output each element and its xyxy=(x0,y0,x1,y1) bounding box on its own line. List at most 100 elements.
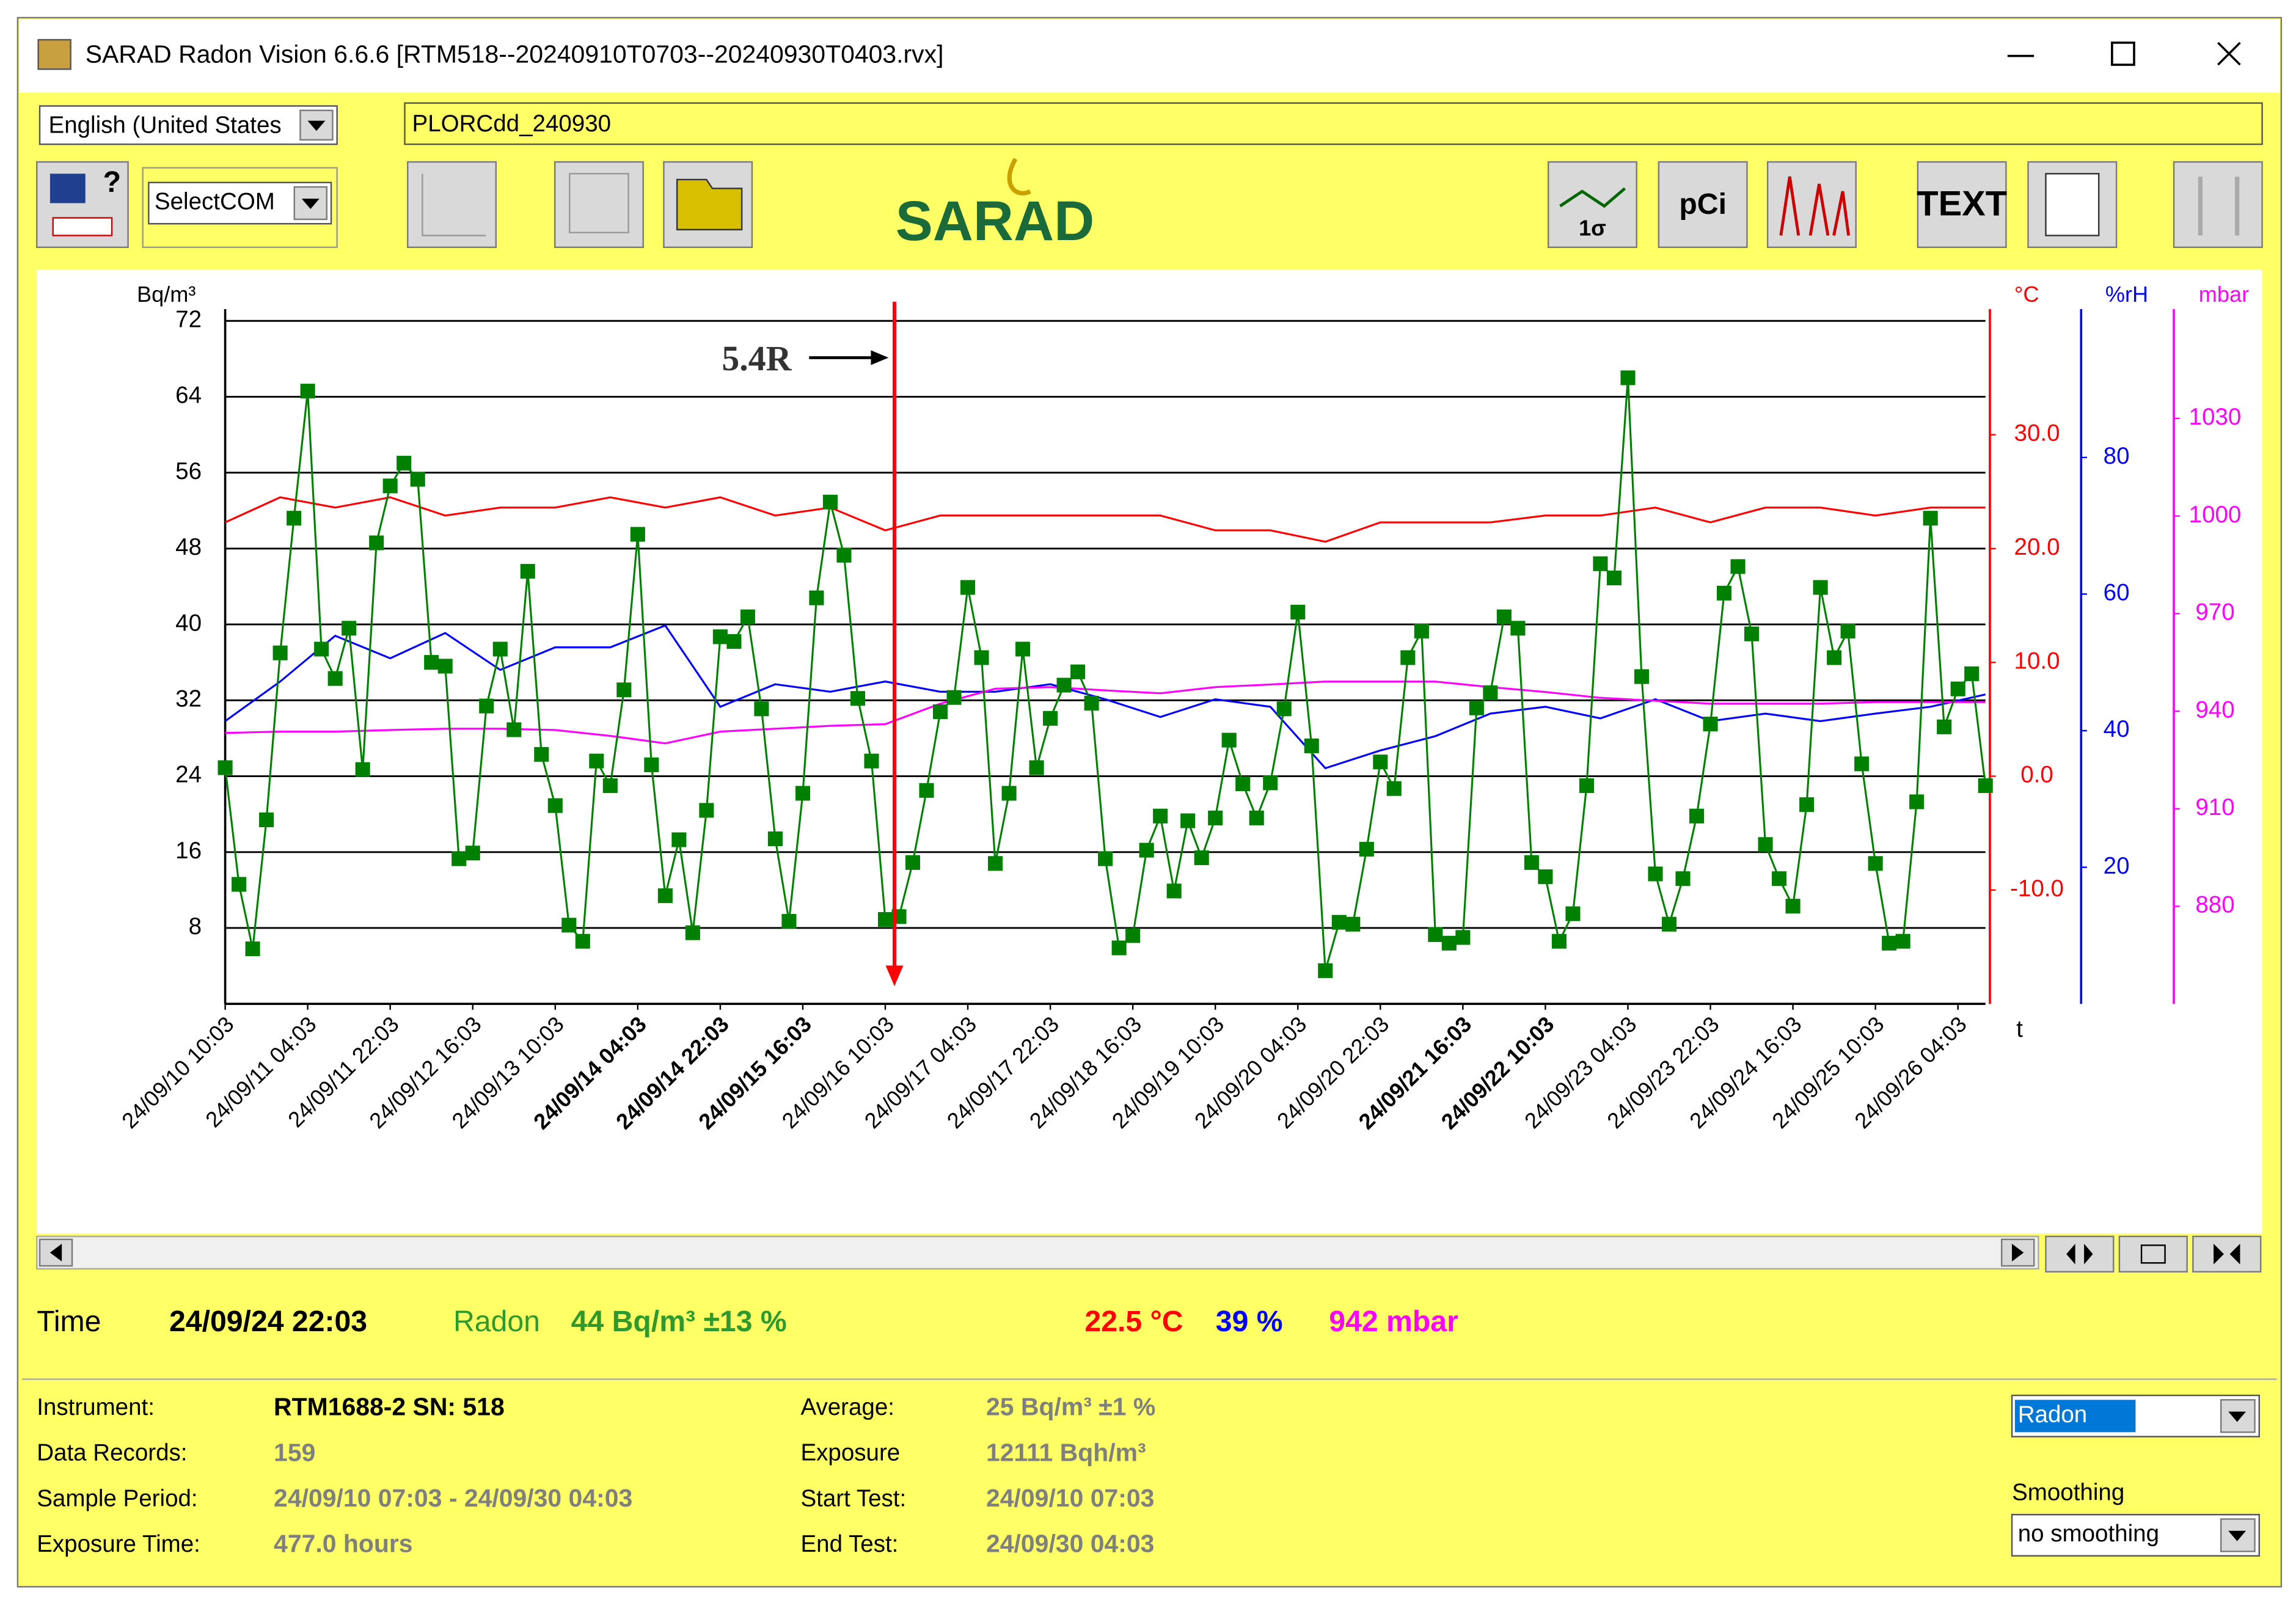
window-title: SARAD Radon Vision 6.6.6 [RTM518--202409… xyxy=(86,40,944,68)
data-point xyxy=(1510,621,1526,636)
zoom-icon xyxy=(2066,1243,2093,1265)
data-point xyxy=(1469,700,1484,715)
arrow-icon xyxy=(49,1243,62,1262)
close-button[interactable] xyxy=(2217,42,2241,66)
data-point xyxy=(740,609,755,624)
info-value: 24/09/10 07:03 xyxy=(986,1484,1154,1512)
info-value: 159 xyxy=(274,1438,315,1466)
data-point xyxy=(630,527,645,542)
zoom-in-button[interactable] xyxy=(2045,1235,2115,1273)
tools-button[interactable] xyxy=(2173,161,2263,248)
y-tick-label: 16 xyxy=(175,838,202,864)
y-tick-label: 1030 xyxy=(2189,404,2242,430)
folder-icon xyxy=(676,178,743,231)
info-label: Sample Period: xyxy=(37,1485,197,1511)
y-tick-label: 910 xyxy=(2195,794,2234,820)
info-label: End Test: xyxy=(800,1531,898,1557)
fit-button[interactable] xyxy=(2118,1235,2188,1273)
status-humidity: 39 % xyxy=(1216,1305,1283,1338)
data-point xyxy=(1166,883,1182,899)
data-point xyxy=(314,641,329,657)
annotation-arrowhead xyxy=(871,350,889,365)
data-point xyxy=(1029,760,1044,775)
chart-area xyxy=(37,269,2262,1234)
data-point xyxy=(712,629,728,645)
data-point xyxy=(1290,604,1306,619)
data-point xyxy=(300,384,315,399)
data-point xyxy=(988,856,1003,871)
smoothing-dropdown[interactable] xyxy=(2011,1514,2260,1557)
data-point xyxy=(1249,810,1264,825)
status-temperature: 22.5 °C xyxy=(1084,1305,1183,1338)
data-point xyxy=(1895,933,1910,949)
data-point xyxy=(1414,623,1429,639)
data-point xyxy=(685,925,700,940)
data-point xyxy=(767,831,783,847)
data-point xyxy=(781,914,797,929)
data-point xyxy=(479,698,494,714)
axis-button[interactable] xyxy=(407,161,497,248)
help-mark: ? xyxy=(103,166,121,199)
arrow-icon xyxy=(2012,1243,2024,1262)
annotation-text: 5.4R xyxy=(722,338,792,378)
data-point xyxy=(1923,511,1938,526)
data-point xyxy=(946,690,962,705)
zoom-out-button[interactable] xyxy=(2192,1235,2262,1273)
data-point xyxy=(1455,930,1471,945)
data-point xyxy=(1538,869,1553,885)
sigma-icon xyxy=(1559,187,1626,208)
status-radon: 44 Bq/m³ ±13 % xyxy=(571,1305,787,1338)
data-point xyxy=(905,855,921,870)
data-point xyxy=(671,832,687,847)
data-point xyxy=(561,918,577,933)
save-icon xyxy=(569,173,629,233)
x-axis-label: t xyxy=(2016,1016,2023,1042)
data-point xyxy=(1758,837,1773,852)
data-point xyxy=(795,786,810,801)
file-name-field[interactable] xyxy=(404,102,2263,145)
data-point xyxy=(534,747,549,762)
data-point xyxy=(1634,669,1650,684)
data-point xyxy=(1428,927,1443,942)
data-point xyxy=(1208,810,1223,825)
logo-swoosh xyxy=(1007,158,1031,195)
data-point xyxy=(1854,756,1870,772)
data-point xyxy=(1276,701,1292,717)
save-button[interactable] xyxy=(554,161,644,248)
data-point xyxy=(547,798,563,813)
zoom-icon xyxy=(2214,1243,2240,1265)
y-axis-label: Bq/m³ xyxy=(137,282,196,307)
data-point xyxy=(1483,685,1498,700)
arrow-icon xyxy=(2228,1411,2247,1422)
smoothing-label: Smoothing xyxy=(2012,1480,2124,1506)
maximize-button[interactable] xyxy=(2111,42,2135,66)
data-point xyxy=(657,888,673,904)
data-point xyxy=(1648,866,1663,882)
unit-button[interactable] xyxy=(1658,161,1748,248)
y-tick-label: 1000 xyxy=(2189,502,2242,528)
data-point xyxy=(960,580,976,595)
text-button[interactable] xyxy=(1917,161,2007,248)
language-dropdown[interactable] xyxy=(38,105,338,145)
file-name: PLORCdd_240930 xyxy=(412,111,612,137)
data-point xyxy=(424,655,439,670)
data-point xyxy=(1304,738,1319,753)
data-point xyxy=(1675,871,1691,886)
data-point xyxy=(1813,580,1828,595)
data-point xyxy=(506,722,522,737)
data-point xyxy=(272,645,288,660)
data-point xyxy=(1950,681,1965,696)
data-point xyxy=(644,757,659,772)
annotation-arrowhead xyxy=(885,965,904,987)
data-point xyxy=(602,778,618,794)
y-tick-label: 0.0 xyxy=(2020,762,2053,788)
scrollbar[interactable] xyxy=(36,1235,2039,1270)
data-point xyxy=(1015,641,1031,657)
data-point xyxy=(382,478,398,494)
data-point xyxy=(492,641,508,657)
y-tick-label: 940 xyxy=(2195,696,2234,723)
info-value: 24/09/10 07:03 - 24/09/30 04:03 xyxy=(274,1484,632,1512)
help-icon xyxy=(49,174,86,203)
data-point xyxy=(232,877,247,892)
